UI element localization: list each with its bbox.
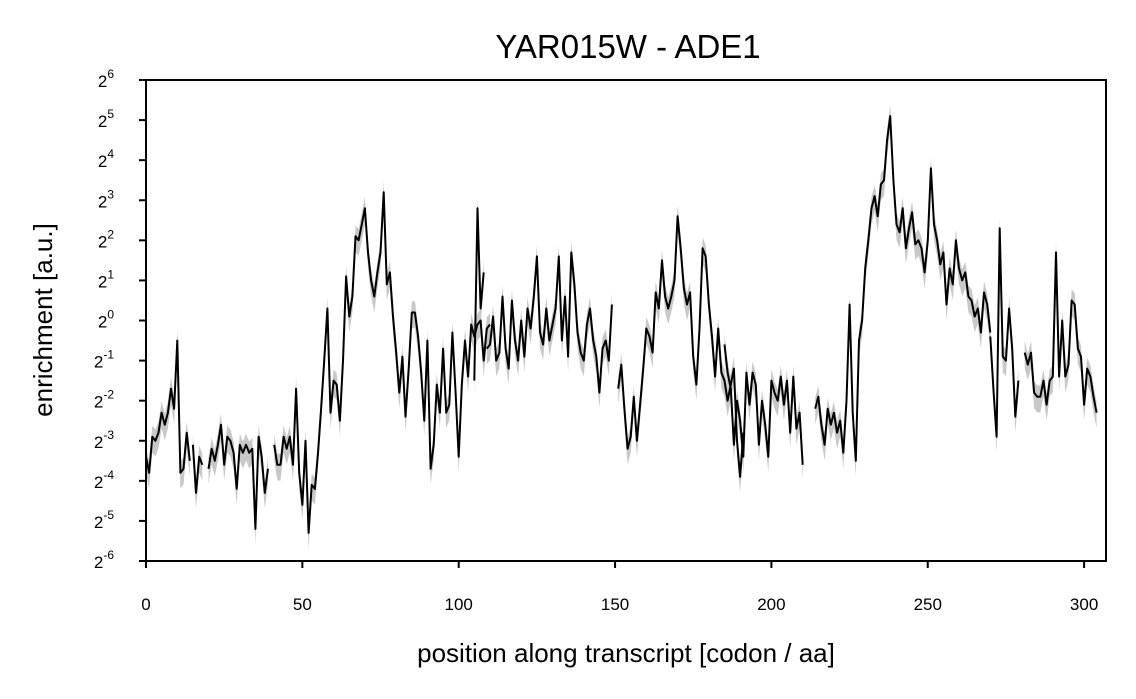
x-axis: 0 50 100 150 200 250 300 <box>141 561 1098 614</box>
y-tick-label: 2-1 <box>94 348 114 372</box>
y-axis-label: enrichment [a.u.] <box>28 223 58 417</box>
y-tick-label: 2-6 <box>94 548 114 572</box>
y-tick-label: 26 <box>98 67 114 91</box>
x-tick-label: 250 <box>914 595 942 614</box>
y-tick-label: 23 <box>98 187 114 211</box>
x-tick-label: 300 <box>1070 595 1098 614</box>
x-tick-label: 50 <box>293 595 312 614</box>
y-tick-label: 2-3 <box>94 428 114 452</box>
x-tick-label: 100 <box>445 595 473 614</box>
confidence-band-4-0 <box>486 241 612 409</box>
confidence-band-7-0 <box>815 104 991 477</box>
series-line-2-0 <box>273 191 491 534</box>
series-line-4-0 <box>486 251 613 394</box>
y-tick-label: 2-4 <box>94 468 114 492</box>
y-axis: 26 25 24 23 22 21 20 2-1 2-2 2-3 2-4 2-5 2-6 <box>94 67 146 572</box>
series-line-1-1 <box>207 423 269 530</box>
series-line-0-0 <box>145 339 191 474</box>
series-line-5-0 <box>617 215 745 478</box>
y-tick-label: 20 <box>98 308 114 332</box>
x-axis-label: position along transcript [codon / aa] <box>417 638 835 668</box>
series-line-6-0 <box>723 344 804 465</box>
series-line-8-0 <box>989 227 1020 438</box>
series-line-layer <box>145 115 1098 534</box>
x-tick-label: 0 <box>141 595 150 614</box>
x-tick-label: 200 <box>757 595 785 614</box>
x-tick-label: 150 <box>601 595 629 614</box>
y-tick-label: 2-2 <box>94 388 114 412</box>
y-tick-label: 22 <box>98 227 114 251</box>
series-line-9-0 <box>1023 251 1098 413</box>
y-tick-label: 24 <box>98 147 114 171</box>
confidence-band-layer <box>146 104 1097 549</box>
chart-title: YAR015W - ADE1 <box>495 28 760 65</box>
series-line-7-0 <box>814 115 992 462</box>
confidence-band-5-0 <box>618 205 744 493</box>
y-tick-label: 2-5 <box>94 508 114 532</box>
series-line-1-0 <box>191 444 204 494</box>
series-line-3-0 <box>473 207 485 381</box>
y-tick-label: 21 <box>98 267 114 291</box>
y-tick-label: 25 <box>98 107 114 131</box>
plot-frame <box>145 79 1107 562</box>
